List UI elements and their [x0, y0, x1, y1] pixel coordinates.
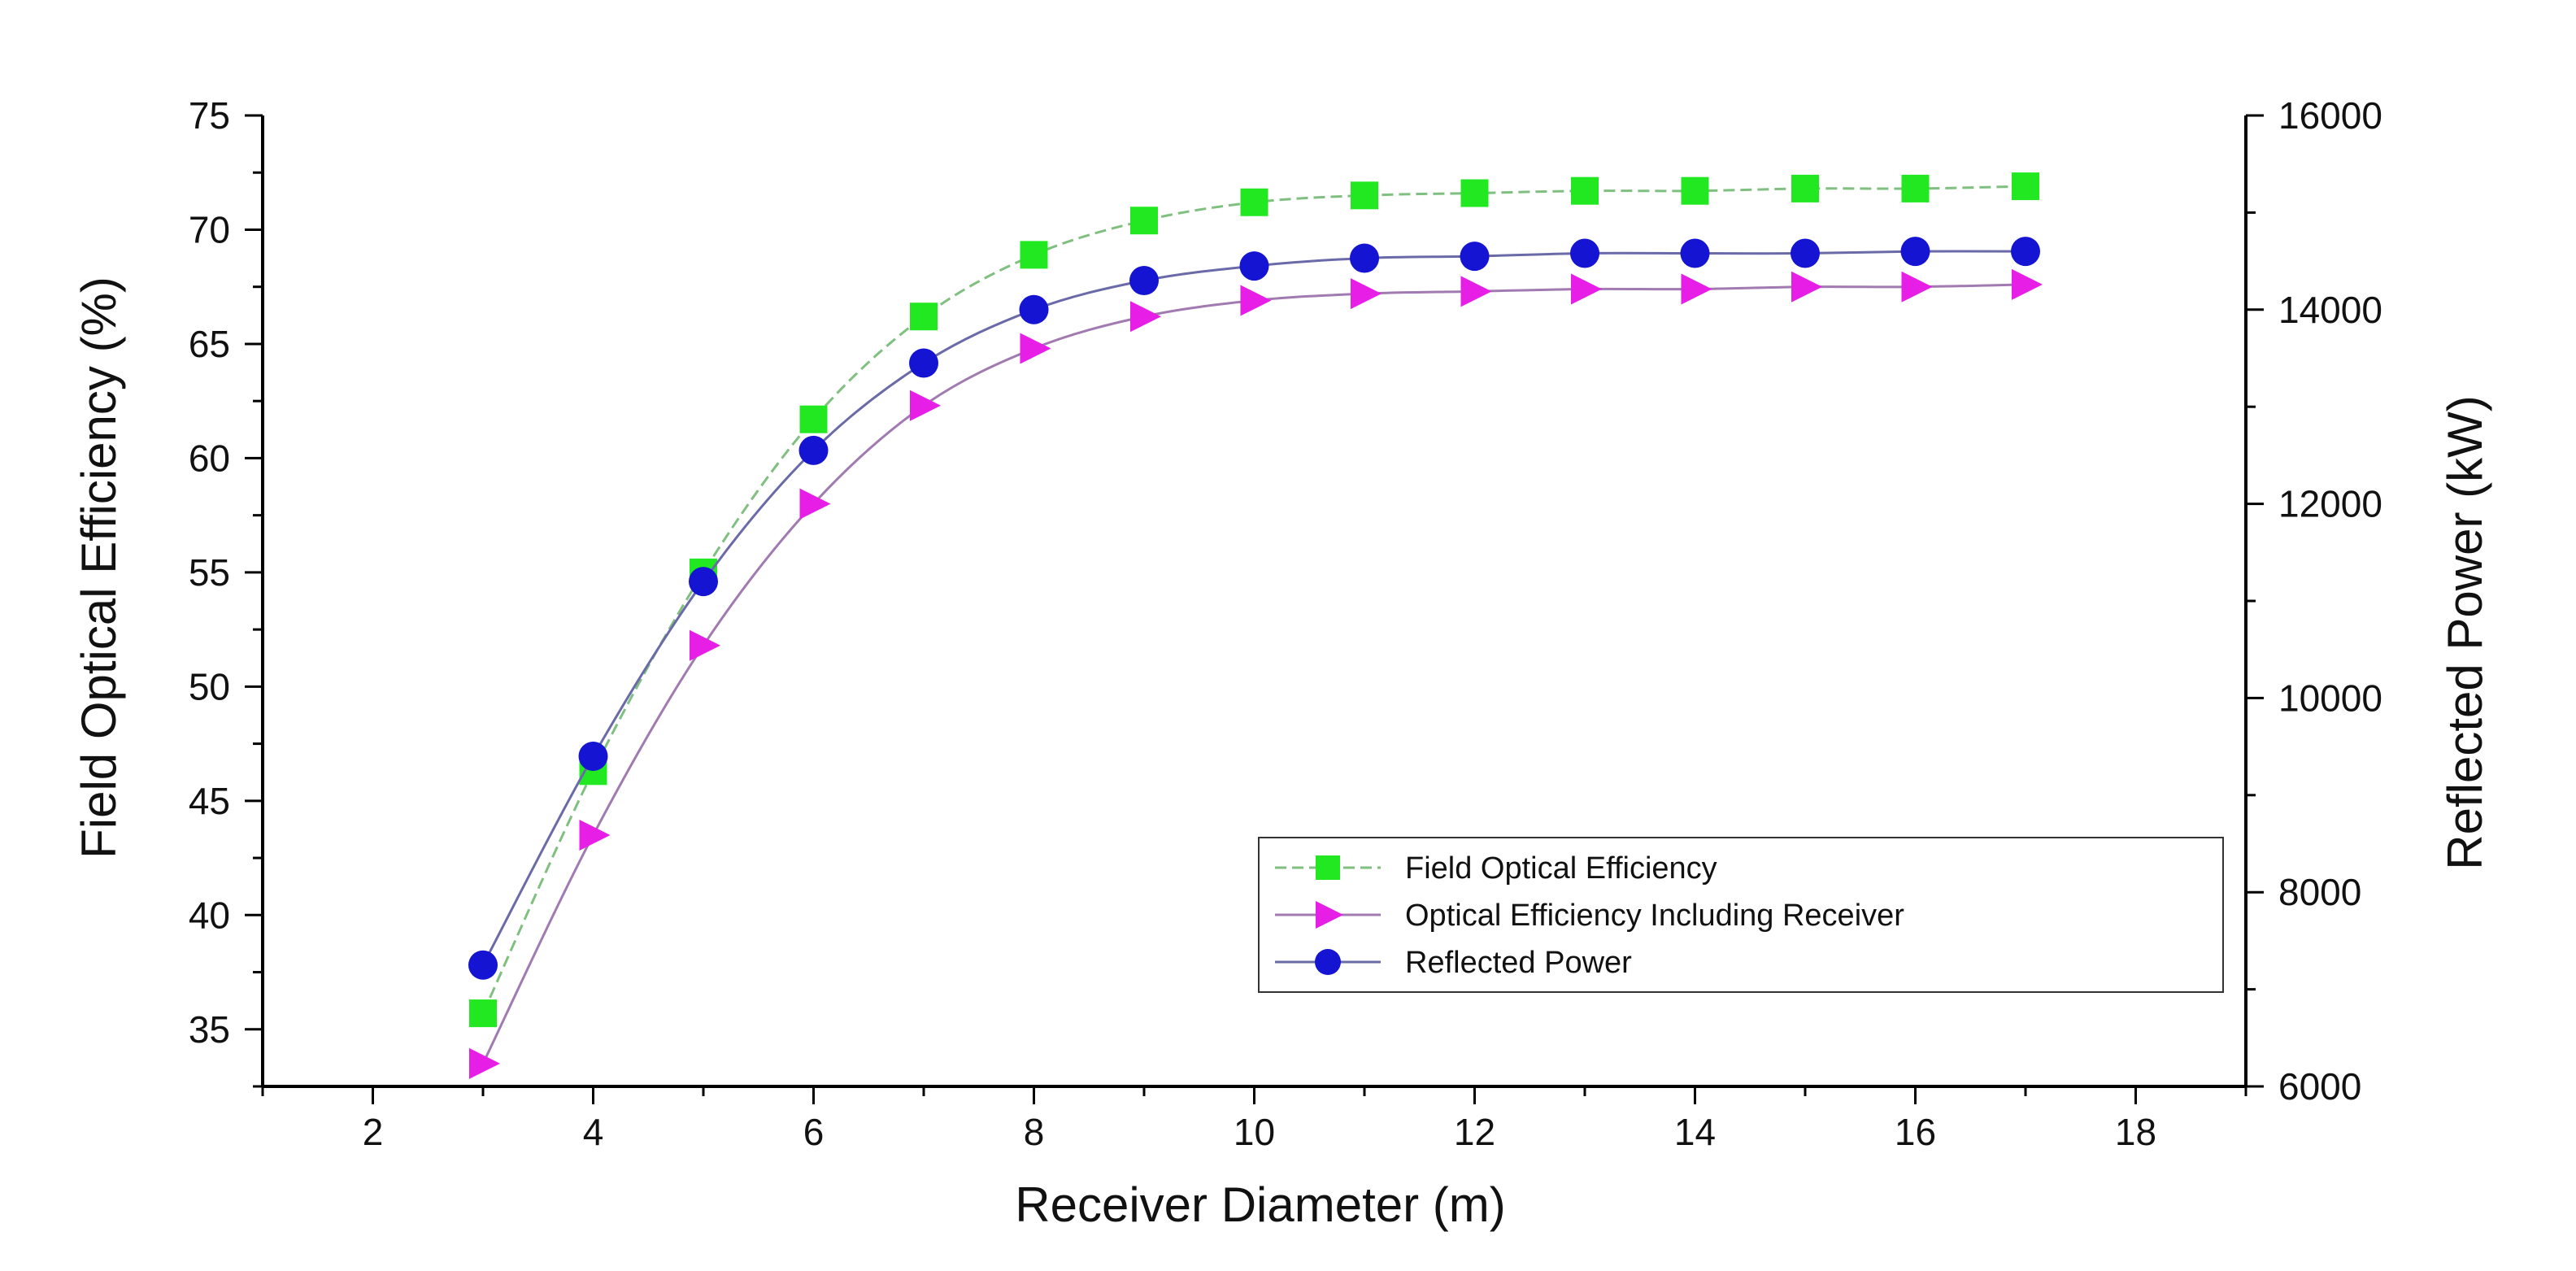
data-point	[1351, 278, 1382, 310]
data-point	[468, 950, 498, 980]
data-point	[1240, 285, 1272, 316]
data-point	[1791, 238, 1820, 268]
y2-tick-label: 10000	[2278, 677, 2382, 719]
x-tick-label: 4	[583, 1111, 604, 1153]
y2-tick-label: 6000	[2278, 1065, 2361, 1108]
data-point	[1681, 176, 1709, 205]
x-axis-title: Receiver Diameter (m)	[1015, 1177, 1505, 1232]
data-point	[909, 348, 938, 378]
x-tick-label: 16	[1895, 1111, 1936, 1153]
x-tick-label: 2	[363, 1111, 384, 1153]
y-tick-label: 75	[189, 94, 230, 137]
data-point	[2012, 172, 2039, 201]
data-point	[1791, 271, 1822, 303]
data-point	[1351, 181, 1378, 210]
y-tick-label: 70	[189, 208, 230, 250]
data-point	[1460, 276, 1492, 307]
x-tick-label: 6	[803, 1111, 825, 1153]
data-point	[1350, 243, 1379, 273]
data-point	[689, 567, 718, 597]
series-layer	[468, 172, 2043, 1079]
legend-marker	[1316, 855, 1340, 880]
legend-marker	[1315, 949, 1341, 975]
data-point	[469, 999, 497, 1028]
legend-marker	[1316, 901, 1343, 929]
y2-tick-label: 16000	[2278, 94, 2382, 137]
data-point	[798, 435, 829, 465]
series-reflected-power	[468, 237, 2040, 980]
data-point	[1019, 294, 1049, 324]
data-point	[1129, 265, 1159, 295]
series-line	[481, 250, 2026, 966]
legend-label: Reflected Power	[1405, 946, 1632, 980]
data-point	[910, 303, 938, 331]
data-point	[1901, 174, 1930, 202]
y-tick-label: 55	[189, 551, 230, 594]
y-tick-label: 60	[189, 437, 230, 479]
x-tick-label: 18	[2115, 1111, 2156, 1153]
data-point	[1681, 273, 1712, 305]
series-line	[481, 185, 2026, 1014]
y-tick-label: 65	[189, 323, 230, 365]
data-point	[1570, 238, 1599, 268]
y2-axis-title: Reflected Power (kW)	[2438, 395, 2492, 869]
data-point	[1460, 179, 1489, 207]
data-point	[690, 629, 720, 661]
series-line	[481, 283, 2026, 1064]
x-tick-label: 8	[1024, 1111, 1045, 1153]
data-point	[1239, 251, 1269, 281]
data-point	[1020, 241, 1048, 269]
x-tick-label: 12	[1454, 1111, 1495, 1153]
data-point	[579, 819, 611, 851]
x-tick-label: 14	[1674, 1111, 1716, 1153]
legend-box	[1258, 837, 2224, 993]
legend-label: Field Optical Efficiency	[1405, 851, 1717, 886]
x-tick-label: 10	[1234, 1111, 1275, 1153]
legend-layer: Field Optical Efficiency Optical Efficien…	[1258, 837, 2224, 993]
data-point	[1901, 271, 1933, 303]
data-point	[578, 742, 608, 772]
y2-tick-label: 12000	[2278, 483, 2382, 525]
axes-layer: 2 4 6 8 10 12 14 16 18 35 40 45 50 55 60 65 70 75 6000 8000…	[189, 94, 2382, 1153]
data-point	[1571, 176, 1599, 205]
data-point	[1130, 301, 1161, 333]
data-point	[1791, 174, 1819, 202]
y-tick-label: 45	[189, 780, 230, 822]
data-point	[1020, 333, 1051, 364]
data-point	[1571, 273, 1602, 305]
y-tick-label: 40	[189, 894, 230, 936]
legend-item: Optical Efficiency Including Receiver	[1275, 899, 1904, 933]
data-point	[1240, 188, 1268, 216]
y2-tick-label: 8000	[2278, 871, 2361, 913]
series-optical-efficiency-including-receiver	[469, 268, 2043, 1079]
data-point	[1680, 238, 1710, 268]
data-point	[2012, 268, 2043, 300]
data-point	[2011, 237, 2040, 267]
y-axis-title: Field Optical Efficiency (%)	[72, 276, 126, 859]
data-point	[799, 488, 831, 520]
y-tick-label: 50	[189, 665, 230, 707]
y2-tick-label: 14000	[2278, 289, 2382, 331]
legend-label: Optical Efficiency Including Receiver	[1405, 899, 1904, 933]
legend-item: Field Optical Efficiency	[1275, 851, 1717, 886]
data-point	[1130, 207, 1158, 235]
data-point	[1460, 242, 1490, 272]
data-point	[469, 1047, 500, 1079]
data-point	[1900, 237, 1930, 267]
y-tick-label: 35	[189, 1008, 230, 1051]
data-point	[799, 405, 828, 433]
legend-item: Reflected Power	[1275, 946, 1632, 980]
data-point	[910, 390, 941, 421]
